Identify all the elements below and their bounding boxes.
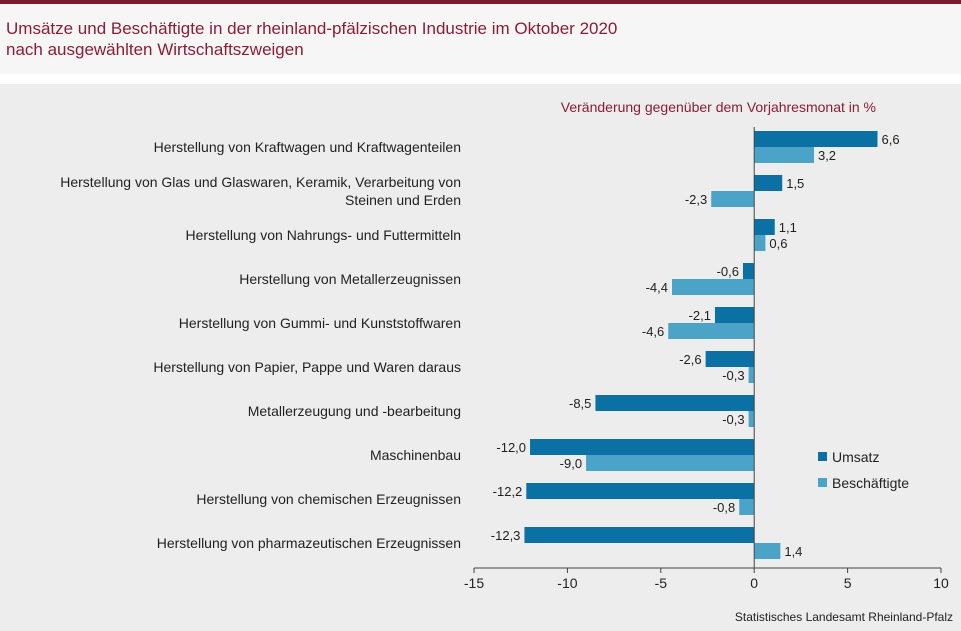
data-label: 0,6 [769, 236, 787, 251]
category-label: Herstellung von Kraftwagen und Kraftwage… [154, 139, 461, 155]
bar-umsatz [754, 131, 878, 147]
data-label: -2,3 [685, 192, 707, 207]
data-label: -0,6 [717, 264, 739, 279]
data-label: 1,4 [784, 544, 802, 559]
chart-subtitle: Veränderung gegenüber dem Vorjahresmonat… [561, 99, 876, 115]
category-label: Herstellung von Nahrungs- und Futtermitt… [186, 227, 461, 243]
bar-umsatz [714, 307, 755, 323]
category-label: Herstellung von chemischen Erzeugnissen [196, 491, 461, 507]
data-label: 3,2 [818, 148, 836, 163]
bar-umsatz [595, 395, 755, 411]
data-label: -9,0 [560, 456, 582, 471]
separator-band [0, 74, 961, 84]
category-label: Herstellung von Papier, Pappe und Waren … [153, 359, 461, 375]
category-label: Steinen und Erden [345, 192, 461, 208]
category-label: Herstellung von Gummi- und Kunststoffwar… [179, 315, 461, 331]
x-tick-label: -15 [464, 575, 484, 591]
bar-umsatz [524, 527, 755, 543]
category-label: Maschinenbau [370, 447, 461, 463]
source-note: Statistisches Landesamt Rheinland-Pfalz [734, 610, 953, 624]
legend-swatch-umsatz [818, 452, 827, 461]
top-accent-bar [0, 0, 961, 4]
bar-beschaeftigte [586, 455, 755, 471]
x-tick-label: 5 [844, 575, 852, 591]
bar-beschaeftigte [754, 543, 781, 559]
data-label: -4,4 [646, 280, 668, 295]
legend-swatch-beschaeftigte [818, 478, 827, 487]
title-line-2: nach ausgewählten Wirtschaftszweigen [6, 40, 304, 59]
data-label: -4,6 [642, 324, 664, 339]
bar-umsatz [526, 483, 755, 499]
bar-beschaeftigte [754, 147, 814, 163]
data-label: 1,5 [786, 176, 804, 191]
data-label: -2,1 [689, 308, 711, 323]
data-label: 1,1 [779, 220, 797, 235]
data-label: -12,0 [496, 440, 526, 455]
data-label: -8,5 [569, 396, 591, 411]
bar-umsatz [754, 175, 783, 191]
category-label: Herstellung von Glas und Glaswaren, Kera… [60, 174, 461, 190]
data-label: -0,3 [722, 368, 744, 383]
category-label: Metallerzeugung und -bearbeitung [248, 403, 461, 419]
bar-beschaeftigte [672, 279, 755, 295]
category-label: Herstellung von pharmazeutischen Erzeugn… [157, 535, 461, 551]
bar-beschaeftigte [748, 411, 755, 427]
data-label: -12,3 [491, 528, 521, 543]
bar-umsatz [530, 439, 755, 455]
data-label: -12,2 [493, 484, 523, 499]
legend-label: Beschäftigte [832, 475, 909, 491]
data-label: -2,6 [679, 352, 701, 367]
bar-umsatz [742, 263, 755, 279]
bar-beschaeftigte [668, 323, 755, 339]
bar-beschaeftigte [754, 235, 766, 251]
data-label: -0,8 [713, 500, 735, 515]
chart-header: Umsätze und Beschäftigte in der rheinlan… [0, 4, 961, 74]
legend-label: Umsatz [832, 449, 879, 465]
data-label: 6,6 [881, 132, 899, 147]
category-label: Herstellung von Metallerzeugnissen [239, 271, 461, 287]
chart-title: Umsätze und Beschäftigte in der rheinlan… [6, 18, 617, 60]
x-tick-label: 0 [750, 575, 758, 591]
bar-beschaeftigte [739, 499, 755, 515]
bar-beschaeftigte [748, 367, 755, 383]
bar-umsatz [705, 351, 755, 367]
bar-beschaeftigte [711, 191, 755, 207]
x-tick-label: -10 [557, 575, 577, 591]
data-label: -0,3 [722, 412, 744, 427]
bar-umsatz [754, 219, 775, 235]
title-line-1: Umsätze und Beschäftigte in der rheinlan… [6, 19, 618, 38]
x-tick-label: -5 [655, 575, 668, 591]
x-tick-label: 10 [933, 575, 949, 591]
